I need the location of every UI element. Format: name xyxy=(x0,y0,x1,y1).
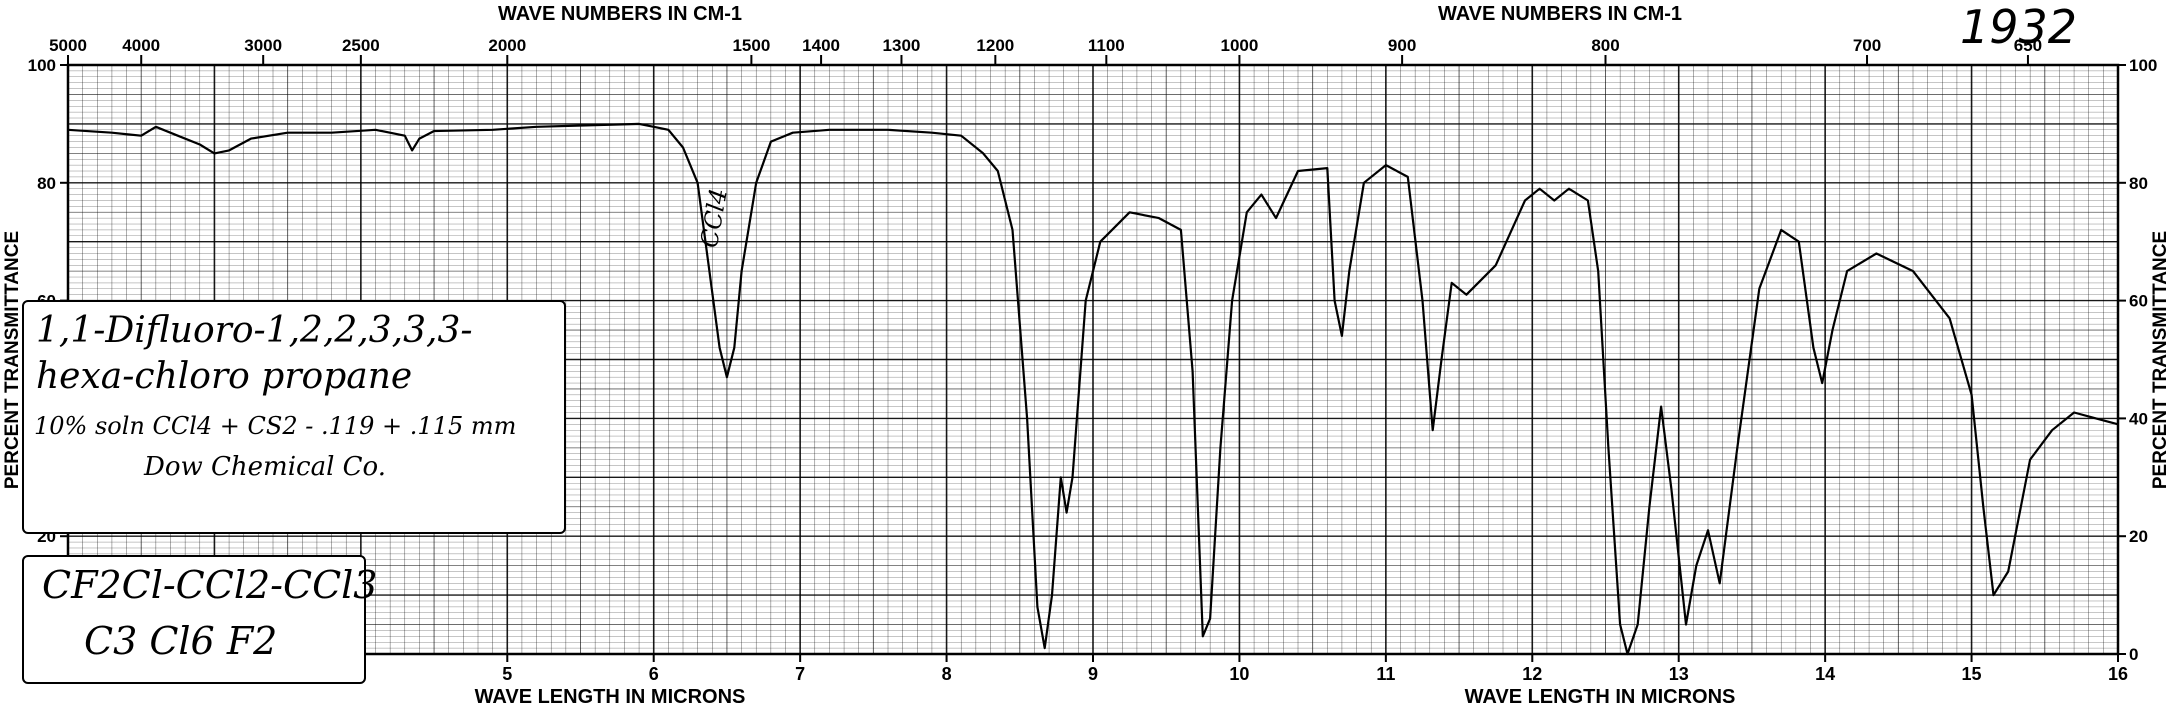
y-tick-label-right: 0 xyxy=(2129,645,2138,664)
x-tick-label: 10 xyxy=(1229,664,1249,684)
y-axis-label-left: PERCENT TRANSMITTANCE xyxy=(2,231,23,489)
formula-box: CF2Cl-CCl2-CCl3 C3 Cl6 F2 xyxy=(22,555,378,684)
top-tick-label: 900 xyxy=(1388,36,1416,55)
bottom-axis-label-right: WAVE LENGTH IN MICRONS xyxy=(1465,686,1736,708)
x-tick-label: 8 xyxy=(942,664,952,684)
top-tick-label: 1500 xyxy=(732,36,770,55)
source-note: Dow Chemical Co. xyxy=(144,452,387,482)
top-tick-label: 650 xyxy=(2014,36,2042,55)
x-tick-label: 6 xyxy=(649,664,659,684)
molecular-formula: C3 Cl6 F2 xyxy=(84,619,278,663)
top-tick-label: 5000 xyxy=(49,36,87,55)
spectrum-line xyxy=(67,122,2119,656)
x-tick-label: 5 xyxy=(502,664,512,684)
y-tick-label-right: 40 xyxy=(2129,409,2148,428)
top-tick-label: 1200 xyxy=(976,36,1014,55)
y-tick-label-right: 60 xyxy=(2129,292,2148,311)
x-tick-label: 16 xyxy=(2108,664,2128,684)
top-tick-label: 800 xyxy=(1591,36,1619,55)
top-tick-label: 1300 xyxy=(883,36,921,55)
top-tick-label: 3000 xyxy=(244,36,282,55)
x-tick-label: 13 xyxy=(1669,664,1689,684)
y-axis-label-right: PERCENT TRANSMITTANCE xyxy=(2150,231,2171,489)
spectrum-number: 1932 xyxy=(1960,0,2078,54)
y-tick-label-left: 100 xyxy=(28,56,56,75)
y-tick-label-right: 20 xyxy=(2129,527,2148,546)
compound-name: 1,1-Difluoro-1,2,2,3,3,3-hexa-chloro pro… xyxy=(36,310,473,397)
top-tick-label: 1000 xyxy=(1221,36,1259,55)
bottom-axis-label-left: WAVE LENGTH IN MICRONS xyxy=(475,686,746,708)
x-tick-label: 7 xyxy=(795,664,805,684)
x-tick-label: 15 xyxy=(1962,664,1982,684)
x-tick-label: 11 xyxy=(1376,664,1395,684)
y-tick-label-right: 100 xyxy=(2129,56,2157,75)
top-tick-label: 1100 xyxy=(1088,36,1125,55)
top-tick-label: 2500 xyxy=(342,36,380,55)
solution-note: 10% soln CCl4 + CS2 - .119 + .115 mm xyxy=(34,412,517,440)
x-tick-label: 14 xyxy=(1815,664,1835,684)
top-axis-label-right: WAVE NUMBERS IN CM-1 xyxy=(1438,3,1682,25)
x-tick-label: 9 xyxy=(1088,664,1098,684)
top-axis-label-left: WAVE NUMBERS IN CM-1 xyxy=(498,3,742,25)
top-tick-label: 4000 xyxy=(122,36,160,55)
top-tick-label: 1400 xyxy=(802,36,840,55)
top-tick-label: 2000 xyxy=(488,36,526,55)
x-tick-label: 12 xyxy=(1522,664,1542,684)
y-tick-label-right: 80 xyxy=(2129,174,2148,193)
structural-formula: CF2Cl-CCl2-CCl3 xyxy=(42,563,378,607)
y-tick-label-left: 80 xyxy=(37,174,56,193)
compound-info-box: 1,1-Difluoro-1,2,2,3,3,3-hexa-chloro pro… xyxy=(22,300,566,534)
top-tick-label: 700 xyxy=(1853,36,1881,55)
